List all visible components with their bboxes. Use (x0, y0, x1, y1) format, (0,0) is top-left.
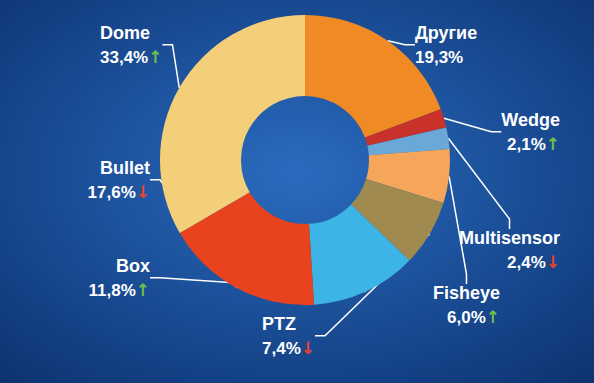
svg-text:2,4%: 2,4% (507, 253, 546, 272)
svg-text:↓: ↓ (136, 182, 150, 202)
svg-text:33,4%: 33,4% (100, 48, 148, 67)
svg-text:↑: ↑ (486, 307, 500, 327)
svg-text:↑: ↑ (148, 47, 162, 67)
svg-text:17,6%: 17,6% (88, 183, 136, 202)
svg-text:Другие: Другие (415, 23, 477, 43)
svg-text:Bullet: Bullet (100, 158, 150, 178)
svg-text:Dome: Dome (100, 23, 150, 43)
svg-text:11,8%: 11,8% (88, 281, 135, 300)
svg-text:PTZ: PTZ (262, 314, 296, 334)
svg-text:7,4%: 7,4% (262, 339, 301, 358)
svg-text:Multisensor: Multisensor (459, 228, 560, 248)
svg-text:19,3%: 19,3% (415, 48, 463, 67)
svg-text:6,0%: 6,0% (447, 308, 486, 327)
svg-text:↑: ↑ (546, 134, 560, 154)
svg-text:↑: ↑ (136, 280, 150, 300)
svg-text:2,1%: 2,1% (507, 135, 546, 154)
svg-text:↓: ↓ (546, 252, 560, 272)
svg-text:Fisheye: Fisheye (433, 283, 500, 303)
svg-text:Wedge: Wedge (501, 110, 560, 130)
svg-text:↓: ↓ (301, 338, 315, 358)
svg-text:Box: Box (116, 256, 150, 276)
